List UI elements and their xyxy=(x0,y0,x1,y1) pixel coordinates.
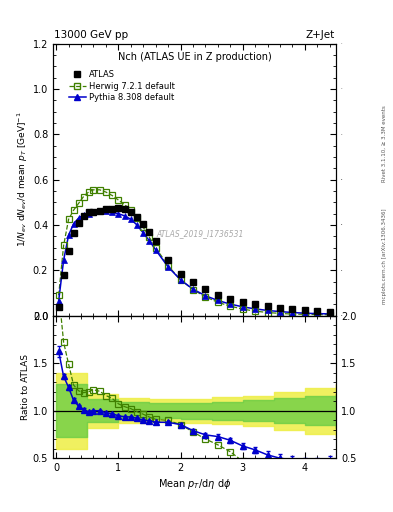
Y-axis label: $1/N_{ev}$ d$N_{ev}$/d mean $p_{T}$ [GeV]$^{-1}$: $1/N_{ev}$ d$N_{ev}$/d mean $p_{T}$ [GeV… xyxy=(16,112,30,247)
Y-axis label: Ratio to ATLAS: Ratio to ATLAS xyxy=(21,354,30,420)
Legend: ATLAS, Herwig 7.2.1 default, Pythia 8.308 default: ATLAS, Herwig 7.2.1 default, Pythia 8.30… xyxy=(66,67,178,105)
Text: ATLAS_2019_I1736531: ATLAS_2019_I1736531 xyxy=(156,229,244,239)
Text: mcplots.cern.ch [arXiv:1306.3436]: mcplots.cern.ch [arXiv:1306.3436] xyxy=(382,208,387,304)
Text: Nch (ATLAS UE in Z production): Nch (ATLAS UE in Z production) xyxy=(118,52,272,61)
X-axis label: Mean $p_{T}$/d$\eta$ d$\phi$: Mean $p_{T}$/d$\eta$ d$\phi$ xyxy=(158,477,231,492)
Text: Z+Jet: Z+Jet xyxy=(306,30,335,40)
Text: Rivet 3.1.10, ≥ 3.3M events: Rivet 3.1.10, ≥ 3.3M events xyxy=(382,105,387,182)
Text: 13000 GeV pp: 13000 GeV pp xyxy=(54,30,128,40)
